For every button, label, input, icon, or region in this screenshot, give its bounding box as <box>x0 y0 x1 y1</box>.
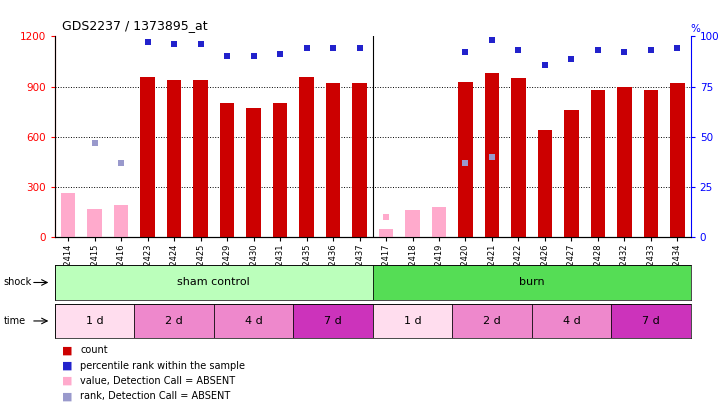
Bar <box>531 304 611 338</box>
Bar <box>293 304 373 338</box>
Bar <box>61 194 75 237</box>
Bar <box>459 81 473 237</box>
Bar <box>565 110 579 237</box>
Text: GDS2237 / 1373895_at: GDS2237 / 1373895_at <box>62 19 208 32</box>
Bar <box>644 90 658 237</box>
Bar <box>167 80 181 237</box>
Bar <box>671 83 685 237</box>
Text: 2 d: 2 d <box>165 316 183 326</box>
Bar <box>87 209 102 237</box>
Bar <box>379 228 393 237</box>
Text: value, Detection Call = ABSENT: value, Detection Call = ABSENT <box>80 376 235 386</box>
Text: ■: ■ <box>62 345 73 355</box>
Text: time: time <box>4 316 26 326</box>
Bar <box>590 90 605 237</box>
Bar <box>326 83 340 237</box>
Text: burn: burn <box>519 277 544 288</box>
Text: 7 d: 7 d <box>324 316 342 326</box>
Bar <box>193 80 208 237</box>
Text: 7 d: 7 d <box>642 316 660 326</box>
Bar <box>538 130 552 237</box>
Bar <box>611 304 691 338</box>
Text: shock: shock <box>4 277 32 288</box>
Bar <box>452 304 531 338</box>
Bar <box>617 87 632 237</box>
Bar <box>373 304 452 338</box>
Bar <box>55 265 373 300</box>
Bar <box>485 73 499 237</box>
Bar <box>114 205 128 237</box>
Text: ■: ■ <box>62 392 73 401</box>
Text: 1 d: 1 d <box>86 316 103 326</box>
Bar <box>373 265 691 300</box>
Text: 2 d: 2 d <box>483 316 501 326</box>
Bar <box>511 78 526 237</box>
Text: 4 d: 4 d <box>244 316 262 326</box>
Bar <box>273 103 287 237</box>
Bar <box>299 77 314 237</box>
Bar <box>405 210 420 237</box>
Text: sham control: sham control <box>177 277 250 288</box>
Bar <box>141 77 155 237</box>
Text: 4 d: 4 d <box>562 316 580 326</box>
Bar <box>247 108 261 237</box>
Text: ■: ■ <box>62 361 73 371</box>
Bar <box>432 207 446 237</box>
Text: ■: ■ <box>62 376 73 386</box>
Bar <box>134 304 213 338</box>
Text: %: % <box>691 24 701 34</box>
Bar <box>213 304 293 338</box>
Text: 1 d: 1 d <box>404 316 421 326</box>
Bar <box>55 304 134 338</box>
Bar <box>353 83 367 237</box>
Bar <box>220 103 234 237</box>
Text: percentile rank within the sample: percentile rank within the sample <box>80 361 245 371</box>
Text: count: count <box>80 345 107 355</box>
Text: rank, Detection Call = ABSENT: rank, Detection Call = ABSENT <box>80 392 230 401</box>
